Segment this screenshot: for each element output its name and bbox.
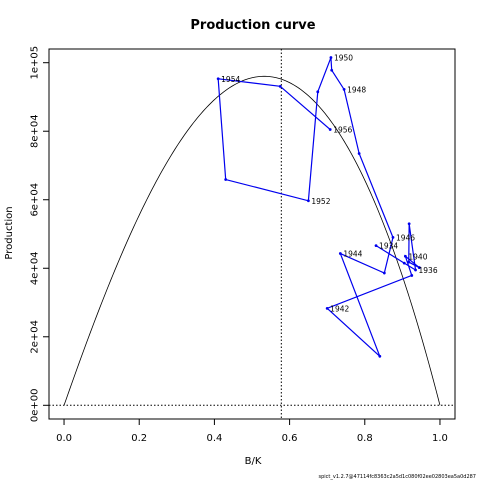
- y-tick-label: 2e+04: [30, 320, 41, 354]
- y-tick-label: 8e+04: [30, 114, 41, 148]
- year-label: 1942: [330, 304, 349, 313]
- y-axis: 0e+00 2e+04 4e+04 6e+04 8e+04 1e+05: [30, 46, 50, 422]
- footer-version-text: spict_v1.2.7@47114fc8363c2a5d1c080f02ee0…: [319, 474, 477, 480]
- trajectory-point: [330, 68, 334, 72]
- x-tick-label: 0.8: [357, 433, 373, 444]
- year-label: 1946: [396, 233, 415, 242]
- year-label: 1950: [334, 54, 353, 63]
- x-tick-label: 1.0: [432, 433, 448, 444]
- trajectory-point: [224, 178, 228, 181]
- x-tick-label: 0.6: [282, 433, 298, 444]
- y-tick-label: 4e+04: [30, 251, 41, 285]
- year-label: 1952: [311, 197, 330, 206]
- chart-title: Production curve: [190, 18, 315, 33]
- trajectory-point: [403, 254, 407, 258]
- y-axis-label: Production: [4, 206, 15, 259]
- trajectory-point: [414, 268, 417, 272]
- trajectory-point: [325, 306, 329, 310]
- trajectory-point: [357, 152, 361, 155]
- year-label: 1956: [333, 126, 352, 135]
- year-label: 1948: [347, 85, 366, 94]
- trajectory-point: [402, 261, 406, 265]
- year-label: 1936: [419, 266, 438, 275]
- year-label: 1934: [379, 242, 398, 251]
- year-label: 1944: [343, 250, 362, 259]
- x-axis-label: B/K: [245, 456, 262, 467]
- y-tick-label: 6e+04: [30, 183, 41, 217]
- x-tick-label: 0.0: [56, 433, 72, 444]
- y-tick-label: 1e+05: [30, 46, 41, 80]
- plot-frame: [48, 48, 456, 420]
- trajectory-point: [407, 260, 411, 264]
- trajectory-point: [417, 266, 421, 269]
- trajectory-line: [217, 57, 420, 357]
- trajectory-point: [316, 90, 320, 94]
- trajectory-point: [328, 128, 332, 131]
- y-tick-label: 0e+00: [30, 388, 41, 422]
- trajectory-layer: [216, 56, 421, 358]
- x-axis: 0.0 0.2 0.4 0.6 0.8 1.0: [56, 418, 448, 444]
- trajectory-point: [306, 199, 310, 203]
- production-curve-layer: [63, 75, 441, 406]
- trajectory-point: [378, 354, 382, 358]
- trajectory-point: [342, 88, 346, 91]
- trajectory-point: [382, 271, 386, 275]
- trajectory-point: [410, 274, 414, 277]
- x-tick-label: 0.2: [131, 433, 147, 444]
- year-label: 1940: [408, 252, 427, 261]
- production-curve: [63, 75, 441, 406]
- reference-lines: [49, 49, 455, 419]
- trajectory-point: [338, 252, 342, 255]
- trajectory-point: [407, 222, 411, 226]
- trajectory-point: [374, 244, 378, 248]
- trajectory-point: [391, 236, 395, 239]
- x-tick-label: 0.4: [206, 433, 222, 444]
- year-labels: 1934 1936 1940 1942 1944 1946 1948 1950 1952 1954…: [221, 54, 438, 314]
- trajectory-point: [216, 77, 220, 81]
- trajectory-point: [278, 84, 282, 88]
- year-label: 1954: [221, 75, 240, 84]
- trajectory-point: [329, 56, 333, 59]
